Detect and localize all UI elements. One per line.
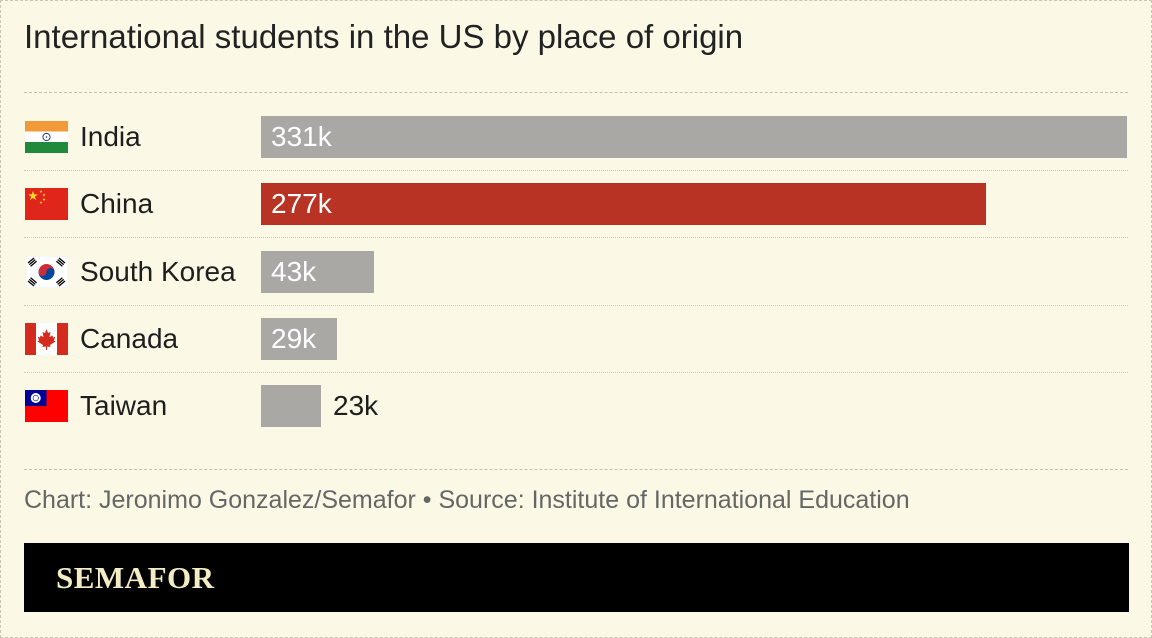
india-flag-icon xyxy=(25,121,68,153)
category-label: South Korea xyxy=(80,255,236,287)
china-flag-icon xyxy=(25,188,68,221)
row-separator xyxy=(24,237,1128,239)
footer-bar: SEMAFOR xyxy=(24,543,1129,612)
bar xyxy=(261,183,986,226)
chart-title: International students in the US by plac… xyxy=(24,18,744,55)
row-separator xyxy=(24,371,1128,373)
data-label: 29k xyxy=(271,322,317,354)
data-label: 23k xyxy=(333,390,379,422)
row-separator xyxy=(24,170,1128,171)
bar xyxy=(261,317,337,360)
category-label: Canada xyxy=(80,322,179,354)
bar xyxy=(261,116,1127,158)
data-label: 277k xyxy=(271,188,332,220)
row-separator xyxy=(24,304,1128,306)
canada-flag-icon xyxy=(25,322,68,355)
data-label: 331k xyxy=(271,121,332,152)
chart-credit: Chart: Jeronimo Gonzalez/Semafor • Sourc… xyxy=(24,486,910,514)
south-korea-flag-icon xyxy=(25,255,68,288)
semafor-logo: SEMAFOR xyxy=(56,560,215,595)
category-label: Taiwan xyxy=(80,390,168,422)
bar xyxy=(261,250,374,293)
bar xyxy=(261,385,321,428)
credit-divider xyxy=(24,469,1128,470)
data-label: 43k xyxy=(271,255,317,287)
category-label: China xyxy=(80,188,154,220)
title-divider xyxy=(24,92,1128,93)
taiwan-flag-icon xyxy=(25,390,68,423)
category-label: India xyxy=(80,121,141,152)
